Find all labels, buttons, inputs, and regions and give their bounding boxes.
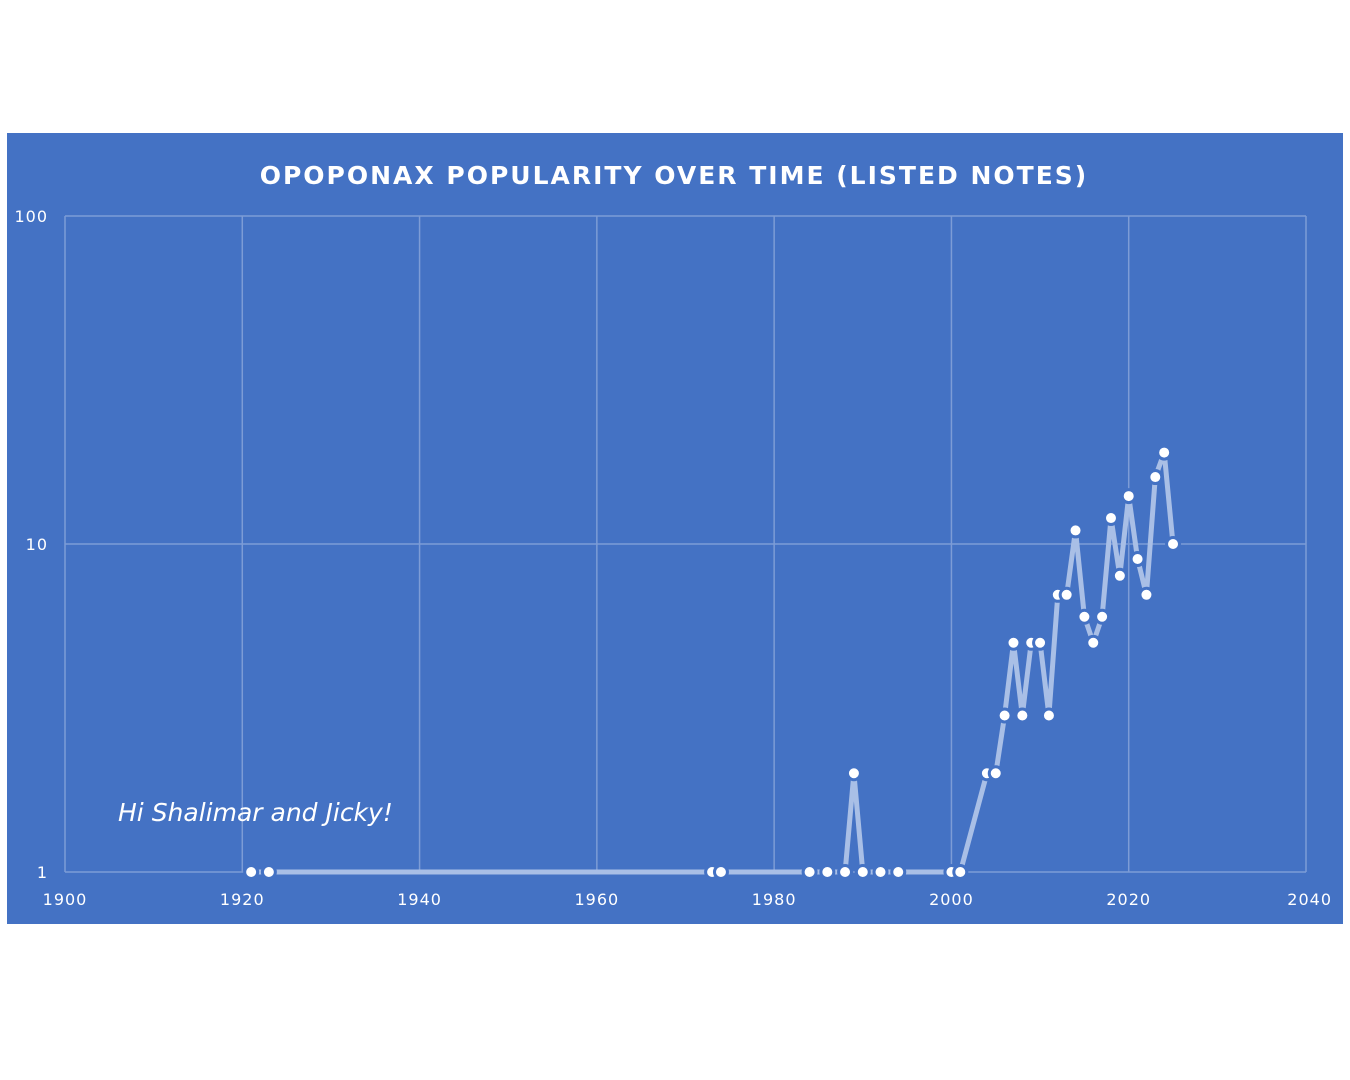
data-point: [1138, 586, 1155, 603]
data-point: [1032, 634, 1049, 651]
data-point: [1067, 522, 1084, 539]
data-point: [1014, 707, 1031, 724]
data-point: [801, 864, 818, 880]
data-point: [952, 864, 969, 880]
x-tick-label: 2020: [1106, 890, 1151, 909]
chart-panel: [7, 133, 1343, 924]
x-tick-label: 1960: [574, 890, 619, 909]
data-point: [987, 765, 1004, 782]
data-point: [1076, 608, 1093, 625]
grid-layer: [64, 215, 1307, 873]
data-point: [1111, 567, 1128, 584]
x-tick-label: 1920: [220, 890, 265, 909]
data-point: [1005, 634, 1022, 651]
data-point: [890, 864, 907, 880]
y-tick-label: 100: [14, 207, 48, 226]
data-point: [837, 864, 854, 880]
data-point: [845, 765, 862, 782]
y-tick-label: 1: [37, 863, 48, 882]
data-point: [260, 864, 277, 880]
data-point: [1156, 444, 1173, 461]
data-point: [1085, 634, 1102, 651]
data-point: [1102, 510, 1119, 527]
data-point: [872, 864, 889, 880]
data-point: [1040, 707, 1057, 724]
data-point: [1094, 608, 1111, 625]
x-tick-label: 1980: [752, 890, 797, 909]
data-point: [1165, 536, 1182, 552]
chart-title: OPOPONAX POPULARITY OVER TIME (LISTED NO…: [260, 161, 1089, 190]
data-point: [1120, 488, 1137, 505]
data-point: [1129, 551, 1146, 568]
series-layer: [243, 444, 1182, 880]
x-tick-label: 1900: [43, 890, 88, 909]
y-tick-label: 10: [26, 535, 48, 554]
data-point: [712, 864, 729, 880]
data-point: [854, 864, 871, 880]
data-point: [243, 864, 260, 880]
data-point: [996, 707, 1013, 724]
data-point: [819, 864, 836, 880]
x-tick-label: 2040: [1287, 890, 1332, 909]
x-tick-label: 2000: [929, 890, 974, 909]
x-tick-label: 1940: [397, 890, 442, 909]
data-point: [1147, 469, 1164, 486]
chart-annotation: Hi Shalimar and Jicky!: [118, 798, 393, 827]
data-point: [1058, 586, 1075, 603]
tick-layer: 1900 1920 1940 1960 1980 2000 2020 2040 1 10 100: [14, 207, 1332, 909]
